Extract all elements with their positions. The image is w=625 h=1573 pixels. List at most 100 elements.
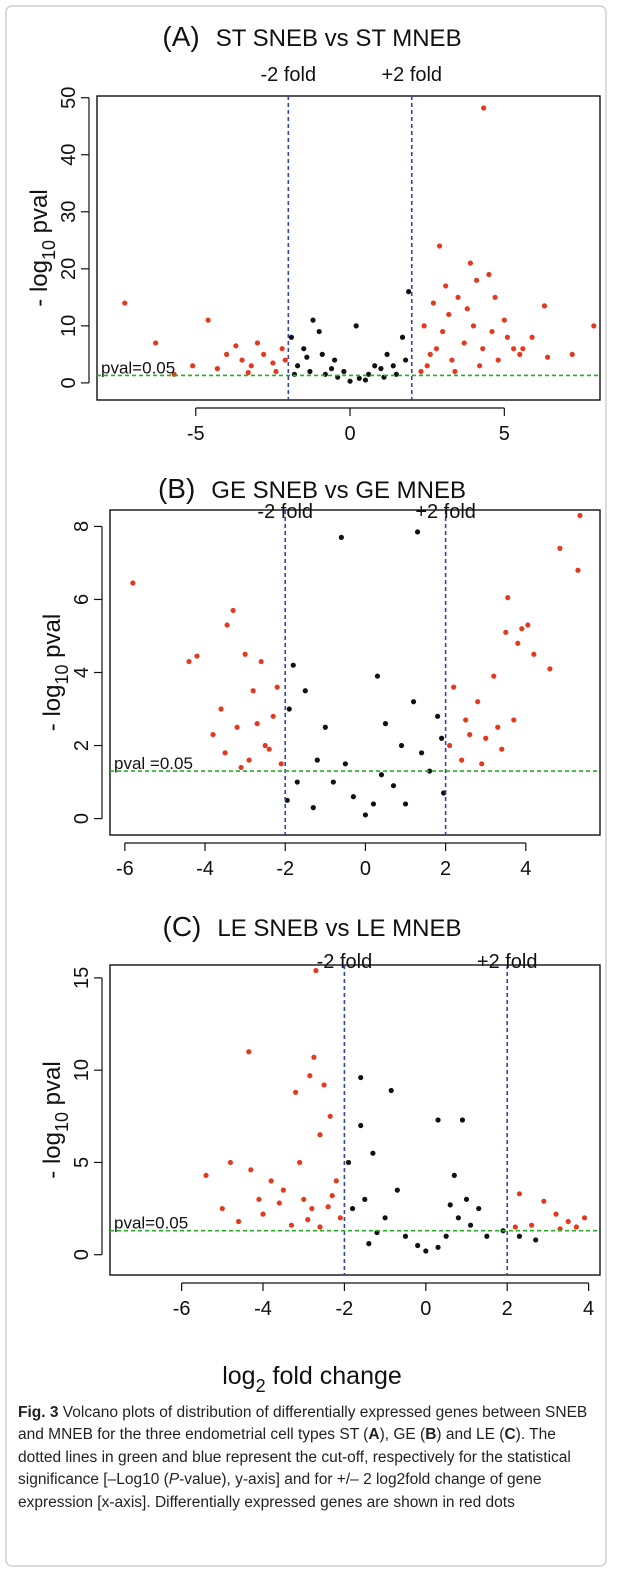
- y-tick-label: 20: [58, 258, 80, 280]
- x-tick-label: 5: [499, 423, 510, 445]
- data-point: [370, 1150, 376, 1156]
- data-point: [286, 706, 292, 712]
- data-point: [495, 724, 501, 730]
- data-point: [473, 277, 480, 283]
- data-point: [520, 346, 526, 352]
- y-tick-label: 10: [58, 315, 80, 337]
- data-point: [310, 317, 316, 323]
- x-tick-label: -2: [276, 858, 294, 880]
- x-tick-label: 0: [344, 423, 355, 445]
- data-point: [370, 801, 377, 807]
- data-point: [317, 1132, 323, 1138]
- data-point: [273, 368, 279, 375]
- data-point: [317, 1224, 323, 1230]
- data-point: [248, 363, 254, 369]
- caption-text: ). The dotted lines in green and blue re…: [18, 1426, 571, 1489]
- panel-title-text: GE SNEB vs GE MNEB: [211, 477, 466, 504]
- data-point: [415, 1242, 421, 1249]
- data-point: [374, 673, 381, 679]
- panel-title-text: LE SNEB vs LE MNEB: [217, 915, 461, 942]
- data-point: [254, 721, 260, 727]
- data-point: [362, 1196, 368, 1202]
- data-point: [333, 1178, 339, 1184]
- data-point: [511, 717, 517, 723]
- data-point: [470, 323, 477, 329]
- caption-text: ), GE (: [379, 1426, 426, 1444]
- data-point: [274, 684, 280, 690]
- plot-frame: [109, 964, 601, 1276]
- data-point: [316, 328, 322, 335]
- pval-label: pval=0.05: [114, 1214, 188, 1233]
- data-point: [341, 368, 347, 375]
- y-label-subscript: 10: [52, 664, 72, 684]
- data-point: [510, 346, 517, 352]
- data-point: [302, 688, 308, 694]
- data-point: [190, 363, 196, 369]
- data-point: [345, 1159, 352, 1166]
- data-point: [222, 750, 228, 756]
- data-point: [399, 334, 406, 340]
- data-point: [492, 294, 498, 300]
- data-point: [388, 1087, 394, 1094]
- figure-frame: [5, 5, 607, 1567]
- y-axis-label: - log10 pval: [39, 614, 72, 731]
- x-tick-label: -6: [173, 1298, 191, 1320]
- data-point: [256, 1196, 262, 1202]
- data-point: [224, 622, 230, 628]
- data-point: [153, 340, 159, 346]
- data-point: [459, 1117, 466, 1123]
- y-label-text: - log: [26, 260, 53, 307]
- caption-text: Volcano plots of distribution of differe…: [18, 1404, 588, 1444]
- data-point: [529, 1222, 535, 1228]
- panel-title: (A) ST SNEB vs ST MNEB: [162, 21, 461, 52]
- data-point: [278, 761, 284, 767]
- caption-text: B: [425, 1426, 437, 1444]
- data-point: [476, 1205, 482, 1212]
- data-point: [205, 317, 211, 323]
- data-point: [301, 346, 307, 352]
- data-point: [541, 1198, 547, 1204]
- data-point: [491, 673, 497, 679]
- data-point: [276, 1200, 282, 1206]
- data-point: [489, 328, 495, 335]
- data-point: [356, 375, 362, 381]
- data-point: [194, 653, 200, 659]
- data-point: [288, 1222, 295, 1228]
- data-point: [130, 580, 136, 586]
- data-point: [382, 721, 389, 727]
- data-point: [503, 629, 509, 635]
- data-point: [290, 662, 296, 668]
- data-point: [484, 1233, 490, 1239]
- data-point: [353, 323, 359, 329]
- data-point: [505, 595, 511, 601]
- y-tick-label: 4: [71, 667, 93, 678]
- data-point: [402, 801, 409, 807]
- panel-title: (B) GE SNEB vs GE MNEB: [158, 473, 466, 504]
- data-point: [464, 306, 470, 312]
- data-point: [541, 303, 548, 309]
- data-point: [347, 378, 353, 384]
- y-label-subscript: 10: [39, 240, 59, 260]
- data-point: [238, 764, 244, 771]
- data-point: [435, 1244, 441, 1250]
- data-point: [565, 1218, 571, 1225]
- caption-text: A: [368, 1426, 380, 1444]
- data-point: [495, 357, 501, 363]
- x-tick-label: 2: [440, 858, 451, 880]
- data-point: [499, 746, 505, 752]
- data-point: [519, 626, 525, 632]
- data-point: [384, 351, 390, 357]
- data-point: [516, 1191, 523, 1197]
- data-point: [467, 1222, 474, 1228]
- data-point: [301, 1196, 307, 1202]
- data-point: [321, 1082, 327, 1088]
- x-axis-label: log2 fold change: [222, 1362, 402, 1396]
- data-point: [463, 717, 469, 723]
- data-point: [372, 363, 378, 369]
- figure-caption: Fig. 3 Volcano plots of distribution of …: [18, 1402, 602, 1514]
- x-tick-label: -2: [336, 1298, 354, 1320]
- data-point: [322, 724, 328, 730]
- data-point: [233, 343, 239, 349]
- data-point: [516, 1233, 523, 1239]
